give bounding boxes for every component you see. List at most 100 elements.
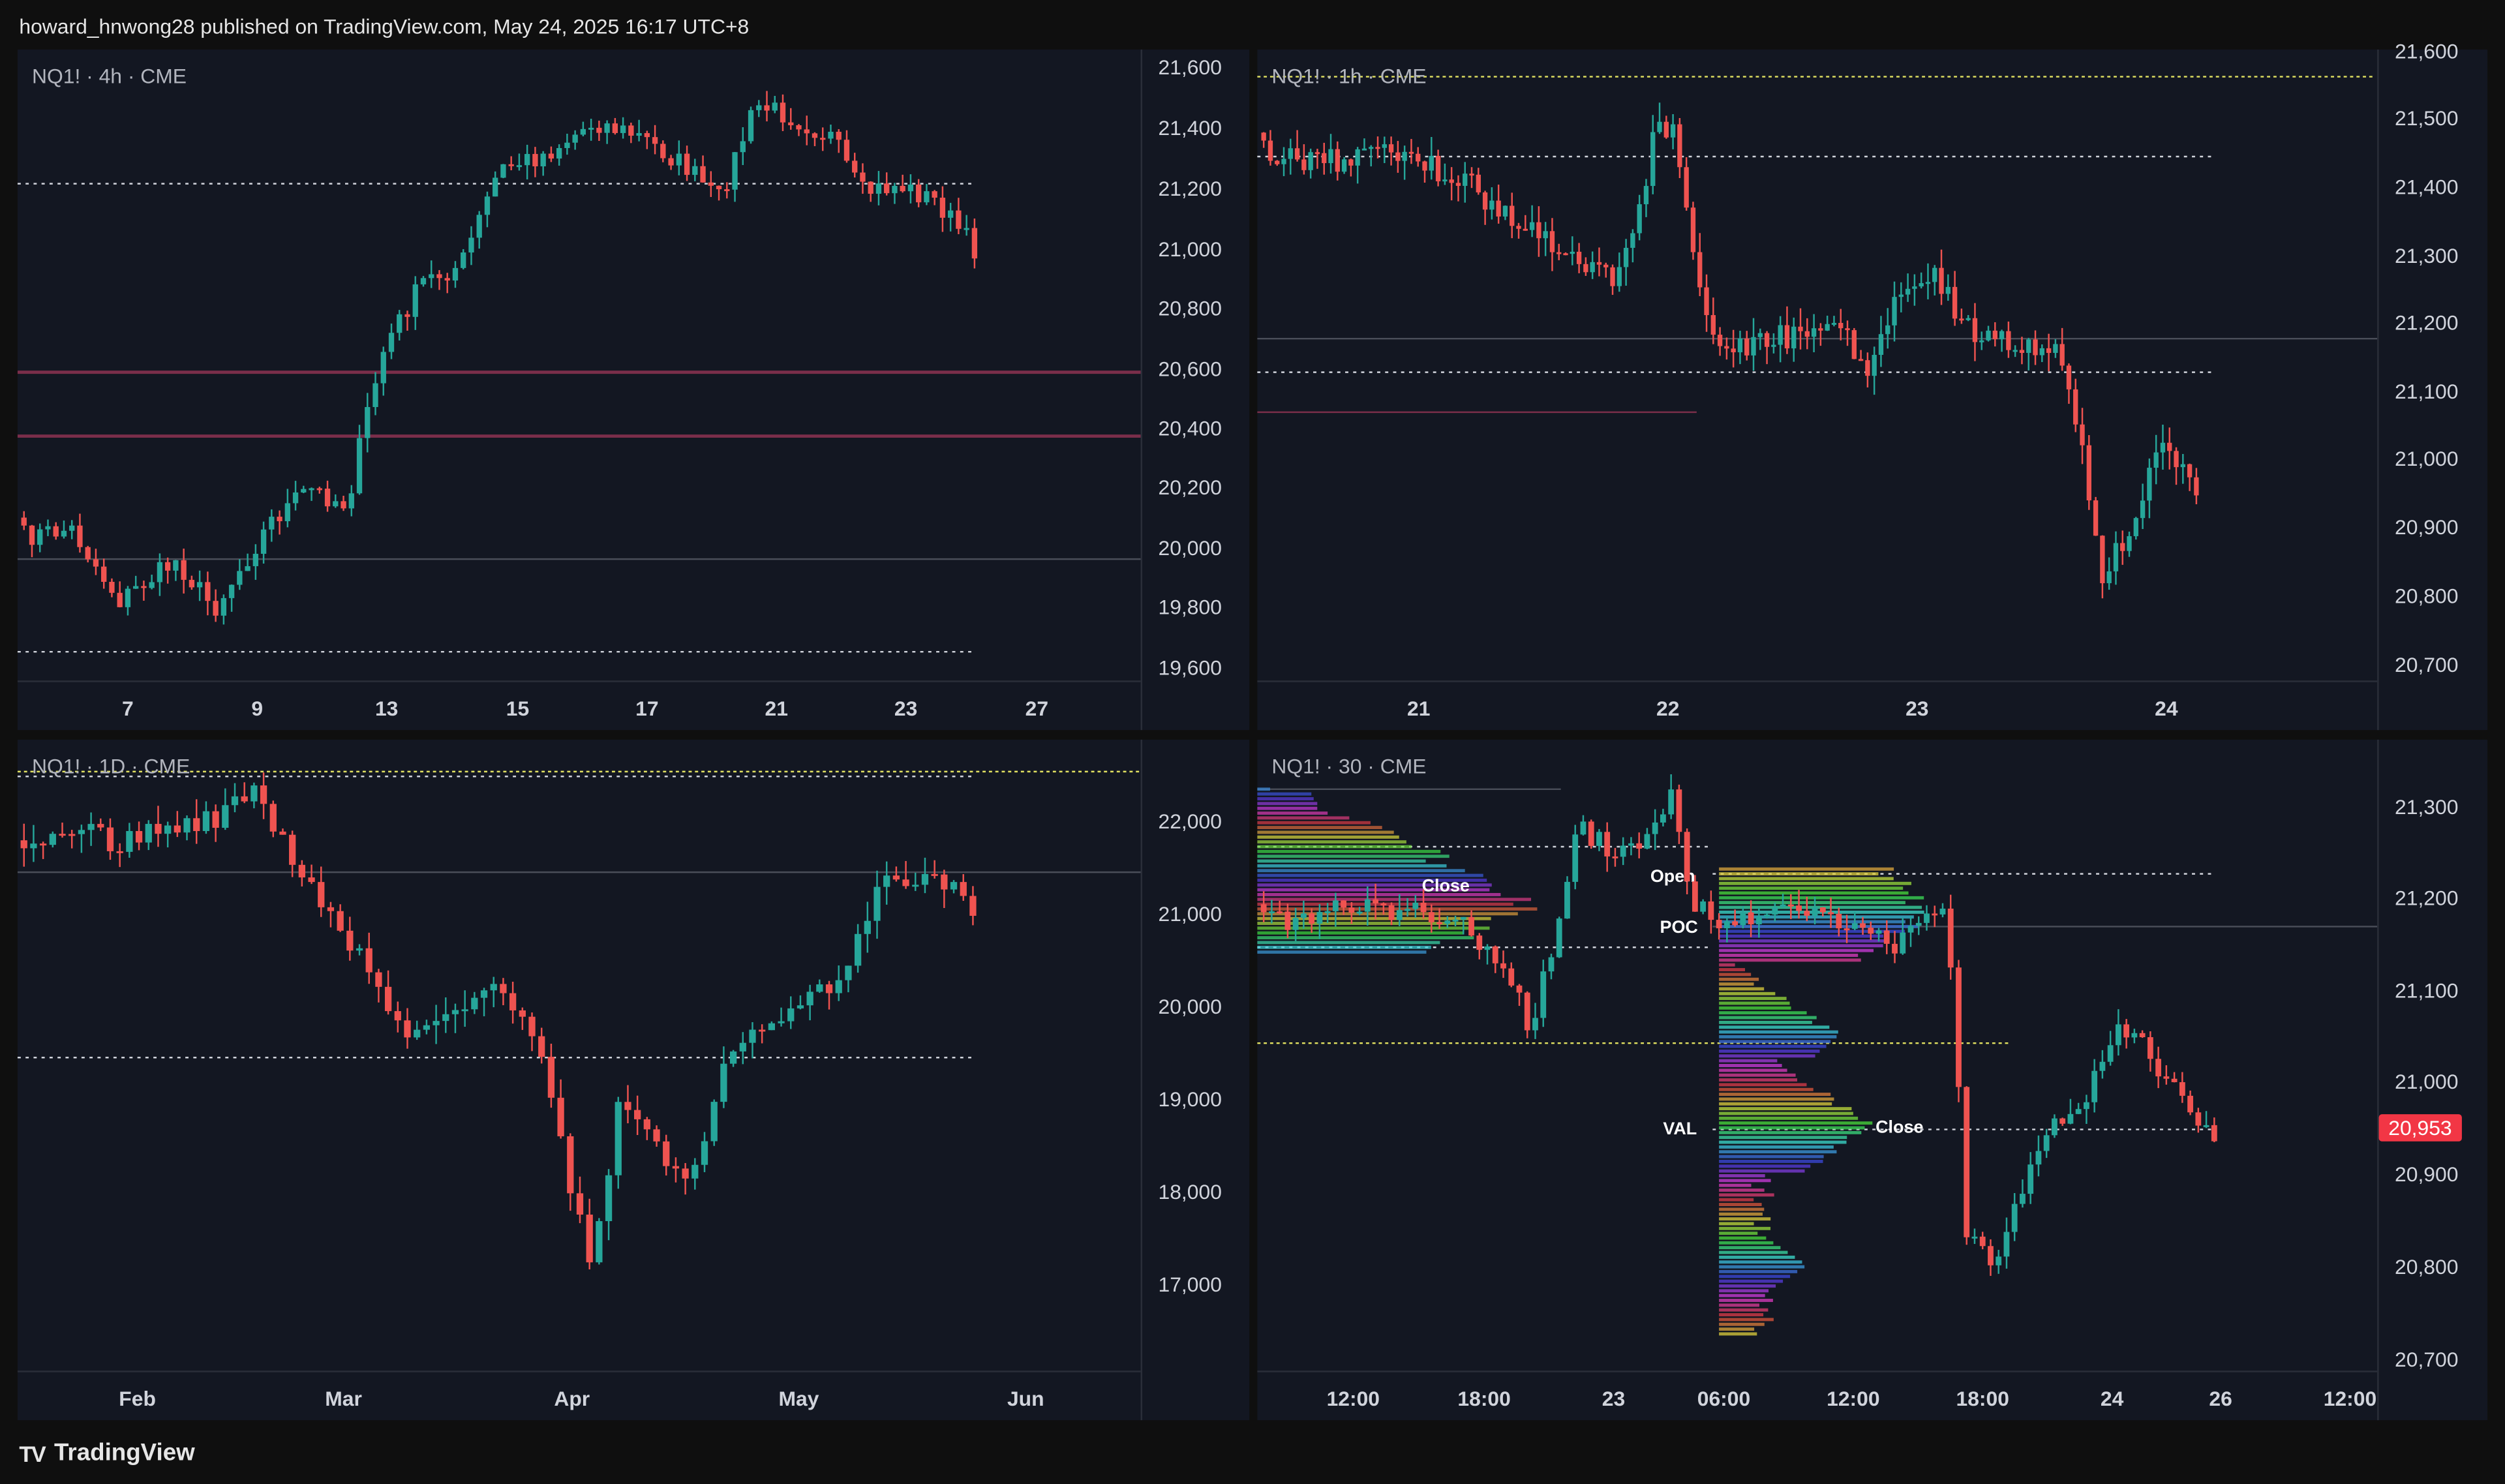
candle (1348, 901, 1355, 924)
candle-body (404, 1020, 411, 1038)
candle (1811, 314, 1817, 352)
candle (1452, 915, 1459, 926)
candle-body (701, 1141, 708, 1165)
chart-pane-4h[interactable]: 21,600 21,400 21,200 21,000 20,800 20,600 20,4… (17, 49, 1251, 731)
candle (2147, 1031, 2153, 1072)
volume-profile-bar (1719, 1030, 1838, 1034)
candle-body (759, 1029, 766, 1032)
candle-body (710, 1102, 718, 1142)
footer-brand[interactable]: TV TradingView (19, 1440, 194, 1467)
candle (341, 495, 346, 511)
volume-profile-bar (1257, 931, 1463, 935)
candle-body (1373, 899, 1378, 904)
candle-body (1676, 789, 1682, 832)
price-axis-4h[interactable]: 21,600 21,400 21,200 21,000 20,800 20,600 20,4… (1140, 49, 1251, 731)
candle (1804, 318, 1810, 350)
candle (372, 372, 378, 416)
chart-plot-1d[interactable] (17, 740, 1141, 1370)
candle (2020, 1179, 2026, 1208)
candle (636, 119, 642, 142)
candle (2067, 1098, 2074, 1125)
candle-body (564, 142, 570, 148)
candle-body (1563, 253, 1568, 256)
candle-body (250, 785, 258, 802)
candle-body (2066, 365, 2072, 389)
candle-body (1724, 346, 1729, 349)
volume-profile-bar (1719, 1159, 1823, 1163)
candle-body (1435, 155, 1441, 181)
candle (724, 182, 730, 199)
time-axis-1h[interactable]: 21 22 23 24 (1257, 680, 2378, 731)
candle (327, 901, 335, 928)
candle (2163, 1065, 2170, 1085)
candle (1388, 136, 1394, 166)
volume-profile-bar (1719, 1322, 1765, 1326)
candle (729, 1050, 737, 1067)
chart-pane-1h[interactable]: 21,600 21,500 21,400 21,300 21,200 21,100 21,0… (1257, 39, 2489, 731)
candle-body (133, 586, 139, 589)
price-axis-1d[interactable]: 22,000 21,000 20,000 19,000 18,000 17,000 (1140, 739, 1251, 1421)
candle-body (612, 123, 618, 133)
candle (1764, 913, 1770, 919)
candle-body (2039, 348, 2044, 356)
candle (768, 1021, 776, 1031)
chart-pane-30m[interactable]: Close Open POC VAL Close 21,300 21,200 21,100 2… (1257, 739, 2489, 1421)
candle-body (1536, 222, 1541, 239)
chart-plot-4h[interactable] (17, 50, 1141, 680)
volume-profile-bar (1719, 1212, 1763, 1216)
price-tick-label: 20,400 (1158, 416, 1222, 440)
volume-profile-bar (1719, 915, 1914, 919)
time-tick-label: 18:00 (1956, 1386, 2009, 1411)
candle (1708, 890, 1714, 934)
candle (964, 215, 969, 236)
candle (1999, 329, 2005, 352)
candle-body (1314, 152, 1320, 155)
candle (1275, 160, 1280, 166)
candle-body (749, 1029, 756, 1043)
candle (1341, 900, 1347, 915)
candle-body (1883, 930, 1890, 944)
candle (1905, 273, 1911, 302)
volume-profile-bar (1257, 888, 1490, 892)
candle (652, 125, 658, 155)
candle (2171, 1072, 2178, 1083)
chart-pane-1d[interactable]: 22,000 21,000 20,000 19,000 18,000 17,000 Feb… (17, 739, 1251, 1421)
candle (1322, 142, 1327, 175)
candle-body (1628, 843, 1634, 846)
time-axis-4h[interactable]: 7 9 13 15 17 21 23 27 (17, 680, 1141, 731)
candle-body (2153, 452, 2159, 468)
candle-body (59, 834, 66, 836)
candle (932, 190, 937, 205)
candle (461, 249, 466, 270)
candle (716, 185, 722, 201)
candle (1755, 907, 1762, 938)
price-axis-1h[interactable]: 21,600 21,500 21,400 21,300 21,200 21,100 21,0… (2377, 39, 2489, 731)
candle (1328, 134, 1333, 174)
volume-profile-bar (1719, 1193, 1774, 1197)
candle (644, 130, 650, 149)
candle (2099, 1050, 2106, 1079)
volume-profile-bar (1257, 835, 1399, 839)
chart-plot-1h[interactable] (1257, 50, 2378, 680)
candle-body (414, 1029, 421, 1038)
candle-body (1375, 147, 1380, 149)
candle (2053, 339, 2058, 358)
candle-body (436, 274, 442, 279)
candle-body (1548, 957, 1555, 972)
time-axis-30m[interactable]: 12:00 18:00 23 06:00 12:00 18:00 24 26 12:00 (1257, 1370, 2378, 1421)
candle-body (2027, 1164, 2034, 1194)
candle (902, 860, 909, 889)
candle-body (2160, 442, 2166, 453)
candle (284, 489, 290, 528)
candle-body (30, 843, 37, 849)
candle-body (1945, 286, 1951, 294)
candle-body (1489, 200, 1495, 210)
price-axis-30m[interactable]: 21,300 21,200 21,100 21,000 20,900 20,800 20,7… (2377, 739, 2489, 1421)
time-axis-1d[interactable]: Feb Mar Apr May Jun (17, 1370, 1141, 1421)
candle-body (1612, 856, 1618, 858)
candle (2153, 434, 2159, 485)
candle-body (1956, 967, 1962, 1087)
volume-profile-bar (1719, 1011, 1807, 1015)
candle-body (1784, 325, 1790, 349)
